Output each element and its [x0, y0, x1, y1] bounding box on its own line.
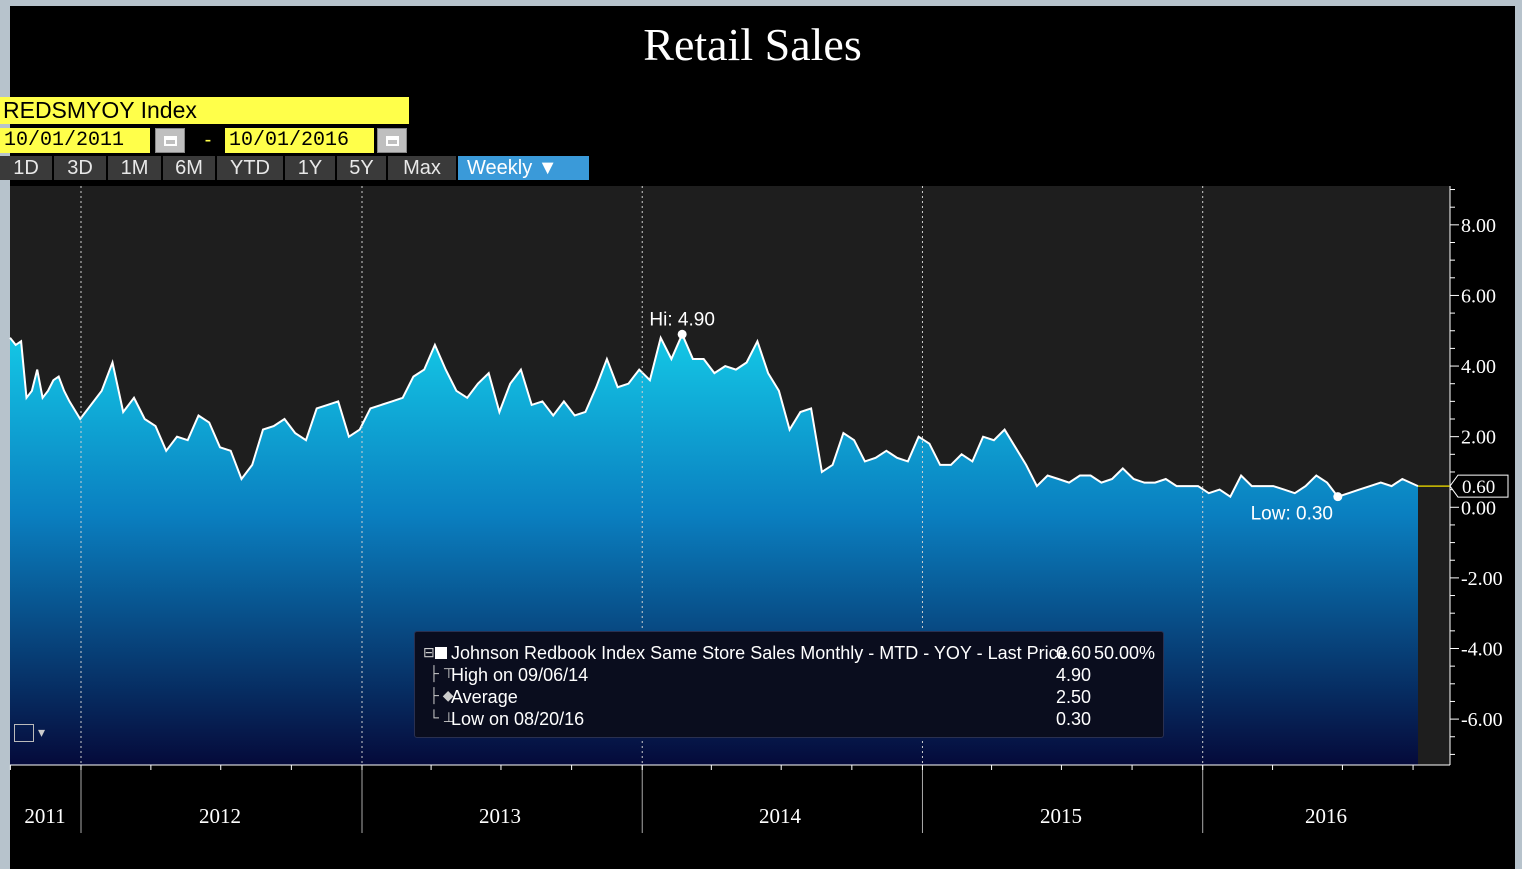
high-point-marker	[677, 329, 687, 339]
legend-high-value: 4.90	[1055, 665, 1091, 685]
y-tick-label: -2.00	[1461, 568, 1503, 590]
start-date-calendar-button[interactable]	[155, 128, 185, 153]
low-marker-icon: └ ⊥	[429, 709, 456, 725]
collapse-icon[interactable]: ⊟	[423, 644, 435, 660]
x-tick-label: 2014	[759, 804, 802, 828]
legend-row-high: ├ ⊤ High on 09/06/14 4.90	[415, 665, 1163, 687]
legend-last-pct: 50.00%	[1093, 643, 1155, 663]
legend-series-label: Johnson Redbook Index Same Store Sales M…	[451, 643, 1068, 663]
last-price-label: 0.60	[1462, 477, 1495, 498]
low-annotation: Low: 0.30	[1251, 504, 1333, 525]
chart-type-menu[interactable]: ▾	[14, 722, 52, 746]
legend-low-value: 0.30	[1055, 709, 1091, 729]
range-button-1m[interactable]: 1M	[108, 156, 163, 180]
legend-row-low: └ ⊥ Low on 08/20/16 0.30	[415, 709, 1163, 731]
x-tick-label: 2013	[479, 804, 521, 828]
high-marker-icon: ├ ⊤	[429, 665, 456, 681]
y-tick-label: 2.00	[1461, 427, 1496, 449]
range-button-max[interactable]: Max	[388, 156, 458, 180]
y-tick-label: 8.00	[1461, 215, 1496, 237]
chevron-down-icon: ▾	[38, 724, 46, 740]
legend-high-label: High on 09/06/14	[451, 665, 589, 685]
x-tick-label: 2012	[199, 804, 241, 828]
range-button-1y[interactable]: 1Y	[285, 156, 337, 180]
x-tick-label: 2011	[24, 804, 65, 828]
legend-row-average: ├ ◆ Average 2.50	[415, 687, 1163, 709]
frequency-dropdown[interactable]: Weekly ▼	[458, 156, 589, 180]
high-annotation: Hi: 4.90	[649, 309, 714, 330]
end-date-calendar-button[interactable]	[377, 128, 407, 153]
date-separator: -	[204, 129, 212, 151]
legend-row-series: ⊟ Johnson Redbook Index Same Store Sales…	[415, 643, 1163, 665]
x-tick-label: 2016	[1305, 804, 1347, 828]
range-button-5y[interactable]: 5Y	[337, 156, 388, 180]
y-tick-label: -6.00	[1461, 709, 1503, 731]
range-button-ytd[interactable]: YTD	[217, 156, 285, 180]
calendar-icon	[164, 136, 177, 146]
low-point-marker	[1333, 492, 1343, 502]
legend-box: ⊟ Johnson Redbook Index Same Store Sales…	[414, 631, 1164, 738]
x-tick-label: 2015	[1040, 804, 1082, 828]
chart-type-icon	[14, 724, 34, 742]
page-title: Retail Sales	[643, 19, 862, 70]
end-date-field[interactable]: 10/01/2016	[225, 128, 374, 153]
start-date-field[interactable]: 10/01/2011	[0, 128, 150, 153]
legend-average-value: 2.50	[1055, 687, 1091, 707]
y-tick-label: 0.00	[1461, 497, 1496, 519]
average-marker-icon: ├ ◆	[429, 687, 454, 703]
y-tick-label: 4.00	[1461, 356, 1496, 378]
security-ticker[interactable]: REDSMYOY Index	[0, 97, 409, 124]
legend-last-value: 0.60	[1055, 643, 1091, 663]
series-color-swatch	[435, 647, 447, 659]
y-tick-label: -4.00	[1461, 638, 1503, 660]
calendar-icon	[386, 136, 399, 146]
range-button-3d[interactable]: 3D	[54, 156, 108, 180]
y-tick-label: 6.00	[1461, 285, 1496, 307]
legend-average-label: Average	[451, 687, 518, 707]
last-price-tag	[1449, 474, 1509, 498]
range-button-1d[interactable]: 1D	[0, 156, 54, 180]
range-button-6m[interactable]: 6M	[163, 156, 217, 180]
legend-low-label: Low on 08/20/16	[451, 709, 585, 729]
